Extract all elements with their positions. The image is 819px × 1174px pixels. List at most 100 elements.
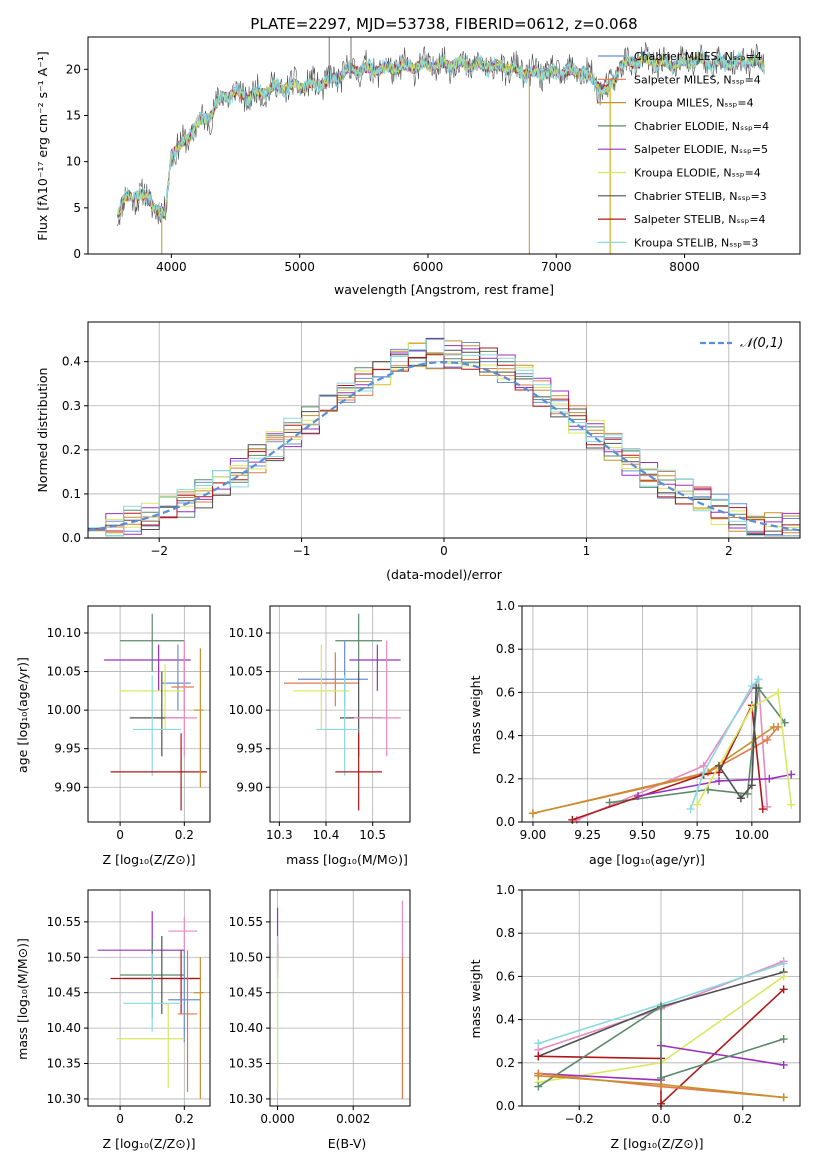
weight-series-line: [532, 726, 775, 815]
x-tick-label: 0.002: [336, 1112, 370, 1126]
weight-point-marker: [765, 774, 774, 783]
y-tick-label: 10.30: [47, 1092, 81, 1106]
errorbar-point: [193, 957, 204, 1099]
x-tick-label: 5000: [284, 260, 315, 274]
legend-label-kroupa-elodie: Kroupa ELODIE, Nₛₛₚ=4: [634, 167, 761, 180]
weight-point-marker: [754, 675, 763, 684]
age-vs-z-panel: 0 0.2 9.90 9.95 10.00 10.05 10.10 Z [log₁₀(Z/Z…: [15, 605, 211, 867]
age-vs-mass-panel: 10.3 10.4 10.5 9.90 9.95 10.00 10.05 10.10 mass…: [229, 605, 411, 867]
legend-label-salpeter-miles: Salpeter MILES, Nₛₛₚ=4: [634, 73, 761, 86]
weight-series-line: [537, 1005, 784, 1088]
x-tick-label: −1: [293, 544, 311, 558]
weight-point-marker: [693, 800, 702, 809]
x-tick-label: 9.50: [629, 828, 656, 842]
weight-point-marker: [534, 1082, 543, 1091]
y-tick-label: 0.0: [496, 1099, 515, 1113]
mass-vs-z-ylabel: mass [log₁₀(M/M⊙)]: [15, 938, 30, 1060]
weight-point-marker: [534, 1071, 543, 1080]
spectrum-xlabel: wavelength [Angstrom, rest frame]: [334, 282, 554, 297]
x-tick-label: 1: [583, 544, 591, 558]
weight-vs-z-panel: −0.2 0.0 0.2 0.0 0.2 0.4 0.6 0.8 1.0 Z [log₁₀(Z/…: [468, 883, 801, 1151]
errorbar-point: [177, 950, 198, 1092]
legend-label-chabrier-miles: Chabrier MILES, Nₛₛₚ=4: [634, 50, 762, 63]
residual-axes: −2 −1 0 1 2 0.0 0.1 0.2 0.3 0.4: [62, 321, 801, 558]
errorbar-point: [116, 1003, 185, 1089]
x-tick-label: 9.25: [574, 828, 601, 842]
weight-point-marker: [779, 1093, 788, 1102]
spectrum-axes: 4000 5000 6000 7000 8000 0 5 10 15 20: [66, 36, 801, 274]
y-tick-label: 10.40: [47, 1021, 81, 1035]
x-tick-label: 0.2: [175, 1112, 194, 1126]
weight-vs-z-ylabel: mass weight: [468, 959, 483, 1038]
weight-series-line: [718, 688, 757, 800]
errorbar-point: [335, 733, 382, 811]
weight-point-marker: [779, 972, 788, 981]
spectrum-legend: Chabrier MILES, Nₛₛₚ=4 Salpeter MILES, Nₛ…: [598, 50, 769, 249]
y-tick-label: 9.95: [54, 742, 81, 756]
errorbar-point: [110, 950, 201, 1014]
weight-point-marker: [763, 802, 772, 811]
y-tick-label: 1.0: [496, 883, 515, 897]
x-tick-label: 0.2: [175, 828, 194, 842]
y-tick-label: 9.90: [54, 780, 81, 794]
weight-point-marker: [528, 809, 537, 818]
spectrum-line-kroupa-stelib: [117, 49, 765, 219]
y-tick-label: 5: [73, 201, 81, 215]
legend-label-kroupa-stelib: Kroupa STELIB, Nₛₛₚ=3: [634, 236, 758, 249]
weight-point-marker: [686, 805, 695, 814]
x-tick-label: 6000: [413, 260, 444, 274]
weight-point-marker: [779, 1035, 788, 1044]
x-tick-label: 9.75: [684, 828, 711, 842]
y-tick-label: 15: [66, 108, 81, 122]
y-tick-label: 0.3: [62, 399, 81, 413]
x-tick-label: 8000: [669, 260, 700, 274]
legend-label-salpeter-stelib: Salpeter STELIB, Nₛₛₚ=4: [634, 213, 766, 226]
weight-point-marker: [657, 1002, 665, 1011]
weight-point-marker: [605, 798, 614, 807]
y-tick-label: 10.45: [47, 986, 81, 1000]
weight-point-marker: [657, 1080, 665, 1089]
residual-ylabel: Normed distribution: [35, 368, 50, 493]
weight-point-marker: [634, 792, 643, 801]
errorbar-point: [104, 644, 191, 691]
age-vs-mass-xlabel: mass [log₁₀(M/M⊙)]: [286, 852, 408, 867]
weight-point-marker: [747, 781, 756, 790]
errorbar-point: [132, 675, 182, 776]
axes-frame: [269, 605, 411, 823]
errorbar-point: [340, 671, 382, 757]
y-tick-label: 9.90: [236, 780, 263, 794]
y-tick-label: 0.4: [62, 355, 81, 369]
errorbar-point: [161, 644, 191, 711]
y-tick-label: 0.2: [496, 1056, 515, 1070]
y-tick-label: 0.1: [62, 487, 81, 501]
weight-vs-age-xlabel: age [log₁₀(age/yr)]: [589, 852, 705, 867]
residual-panel: −2 −1 0 1 2 0.0 0.1 0.2 0.3 0.4 (data-model)/erro…: [35, 321, 801, 582]
y-tick-label: 10.40: [229, 1021, 263, 1035]
errorbar-point: [193, 648, 204, 788]
weight-point-marker: [534, 1052, 543, 1061]
y-tick-label: 0: [73, 247, 81, 261]
x-tick-label: 0.000: [260, 1112, 294, 1126]
y-tick-label: 0.2: [496, 772, 515, 786]
residual-legend: 𝒩(0,1): [700, 336, 783, 351]
y-tick-label: 0.8: [496, 926, 515, 940]
errorbar-point: [123, 953, 182, 1032]
y-tick-label: 10.30: [229, 1092, 263, 1106]
y-tick-label: 9.95: [236, 742, 263, 756]
spectrum-title: PLATE=2297, MJD=53738, FIBERID=0612, z=0…: [250, 15, 637, 33]
errorbar-point: [97, 911, 185, 1000]
y-tick-label: 10.55: [229, 915, 263, 929]
residual-xlabel: (data-model)/error: [386, 567, 503, 582]
weight-point-marker: [747, 681, 756, 690]
weight-point-marker: [779, 985, 788, 994]
mass-vs-ebv-panel: 0.000 0.002 10.30 10.35 10.40 10.45 10.50 10.55…: [229, 889, 411, 1151]
age-vs-z-ylabel: age [log₁₀(age/yr)]: [15, 657, 30, 773]
mass-vs-z-panel: 0 0.2 10.30 10.35 10.40 10.45 10.50 10.55 Z [lo…: [15, 889, 211, 1151]
weight-point-marker: [779, 1060, 788, 1069]
y-tick-label: 10.50: [229, 950, 263, 964]
x-tick-label: −2: [150, 544, 168, 558]
legend-label-chabrier-stelib: Chabrier STELIB, Nₛₛₚ=3: [634, 190, 767, 203]
weight-series-line: [696, 691, 792, 806]
residual-histograms: [88, 337, 800, 537]
